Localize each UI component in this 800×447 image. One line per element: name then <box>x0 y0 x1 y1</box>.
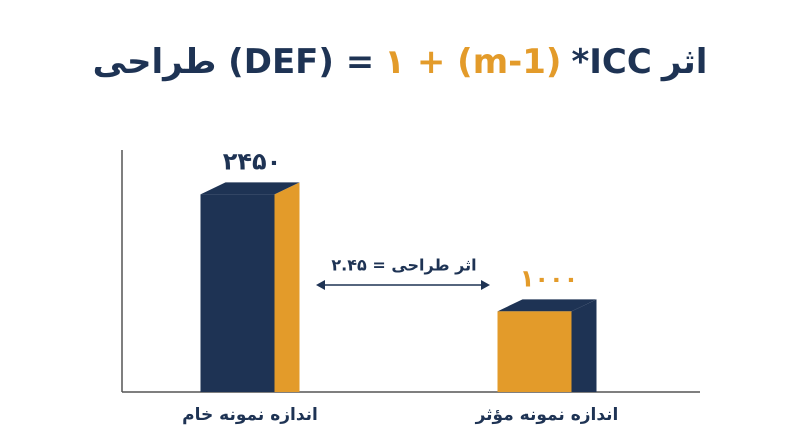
arrow-head <box>481 280 490 290</box>
value-label: ۱۰۰۰ <box>520 264 579 292</box>
bar-side <box>274 182 300 392</box>
bar <box>497 311 572 392</box>
bar-top <box>200 182 300 195</box>
title-part: اثر <box>661 42 708 82</box>
bar <box>200 194 275 392</box>
bar-top <box>497 299 597 312</box>
title-part: طراحی (DEF) = <box>92 42 375 82</box>
arrow-head <box>316 280 325 290</box>
x-tick-label: اندازه نمونه خام <box>182 405 318 425</box>
bar-side <box>571 299 597 392</box>
x-tick-label: اندازه نمونه مؤثر <box>475 405 619 425</box>
title-part: ۱ + (m-1) <box>384 42 562 82</box>
annotation: اثر طراحی = ۲.۴۵ <box>331 256 476 275</box>
title-part: *ICC <box>571 42 652 82</box>
value-label: ۲۴۵۰ <box>223 147 282 175</box>
chart-title: طراحی (DEF) = ۱ + (m-1) *ICC اثر <box>0 42 800 82</box>
